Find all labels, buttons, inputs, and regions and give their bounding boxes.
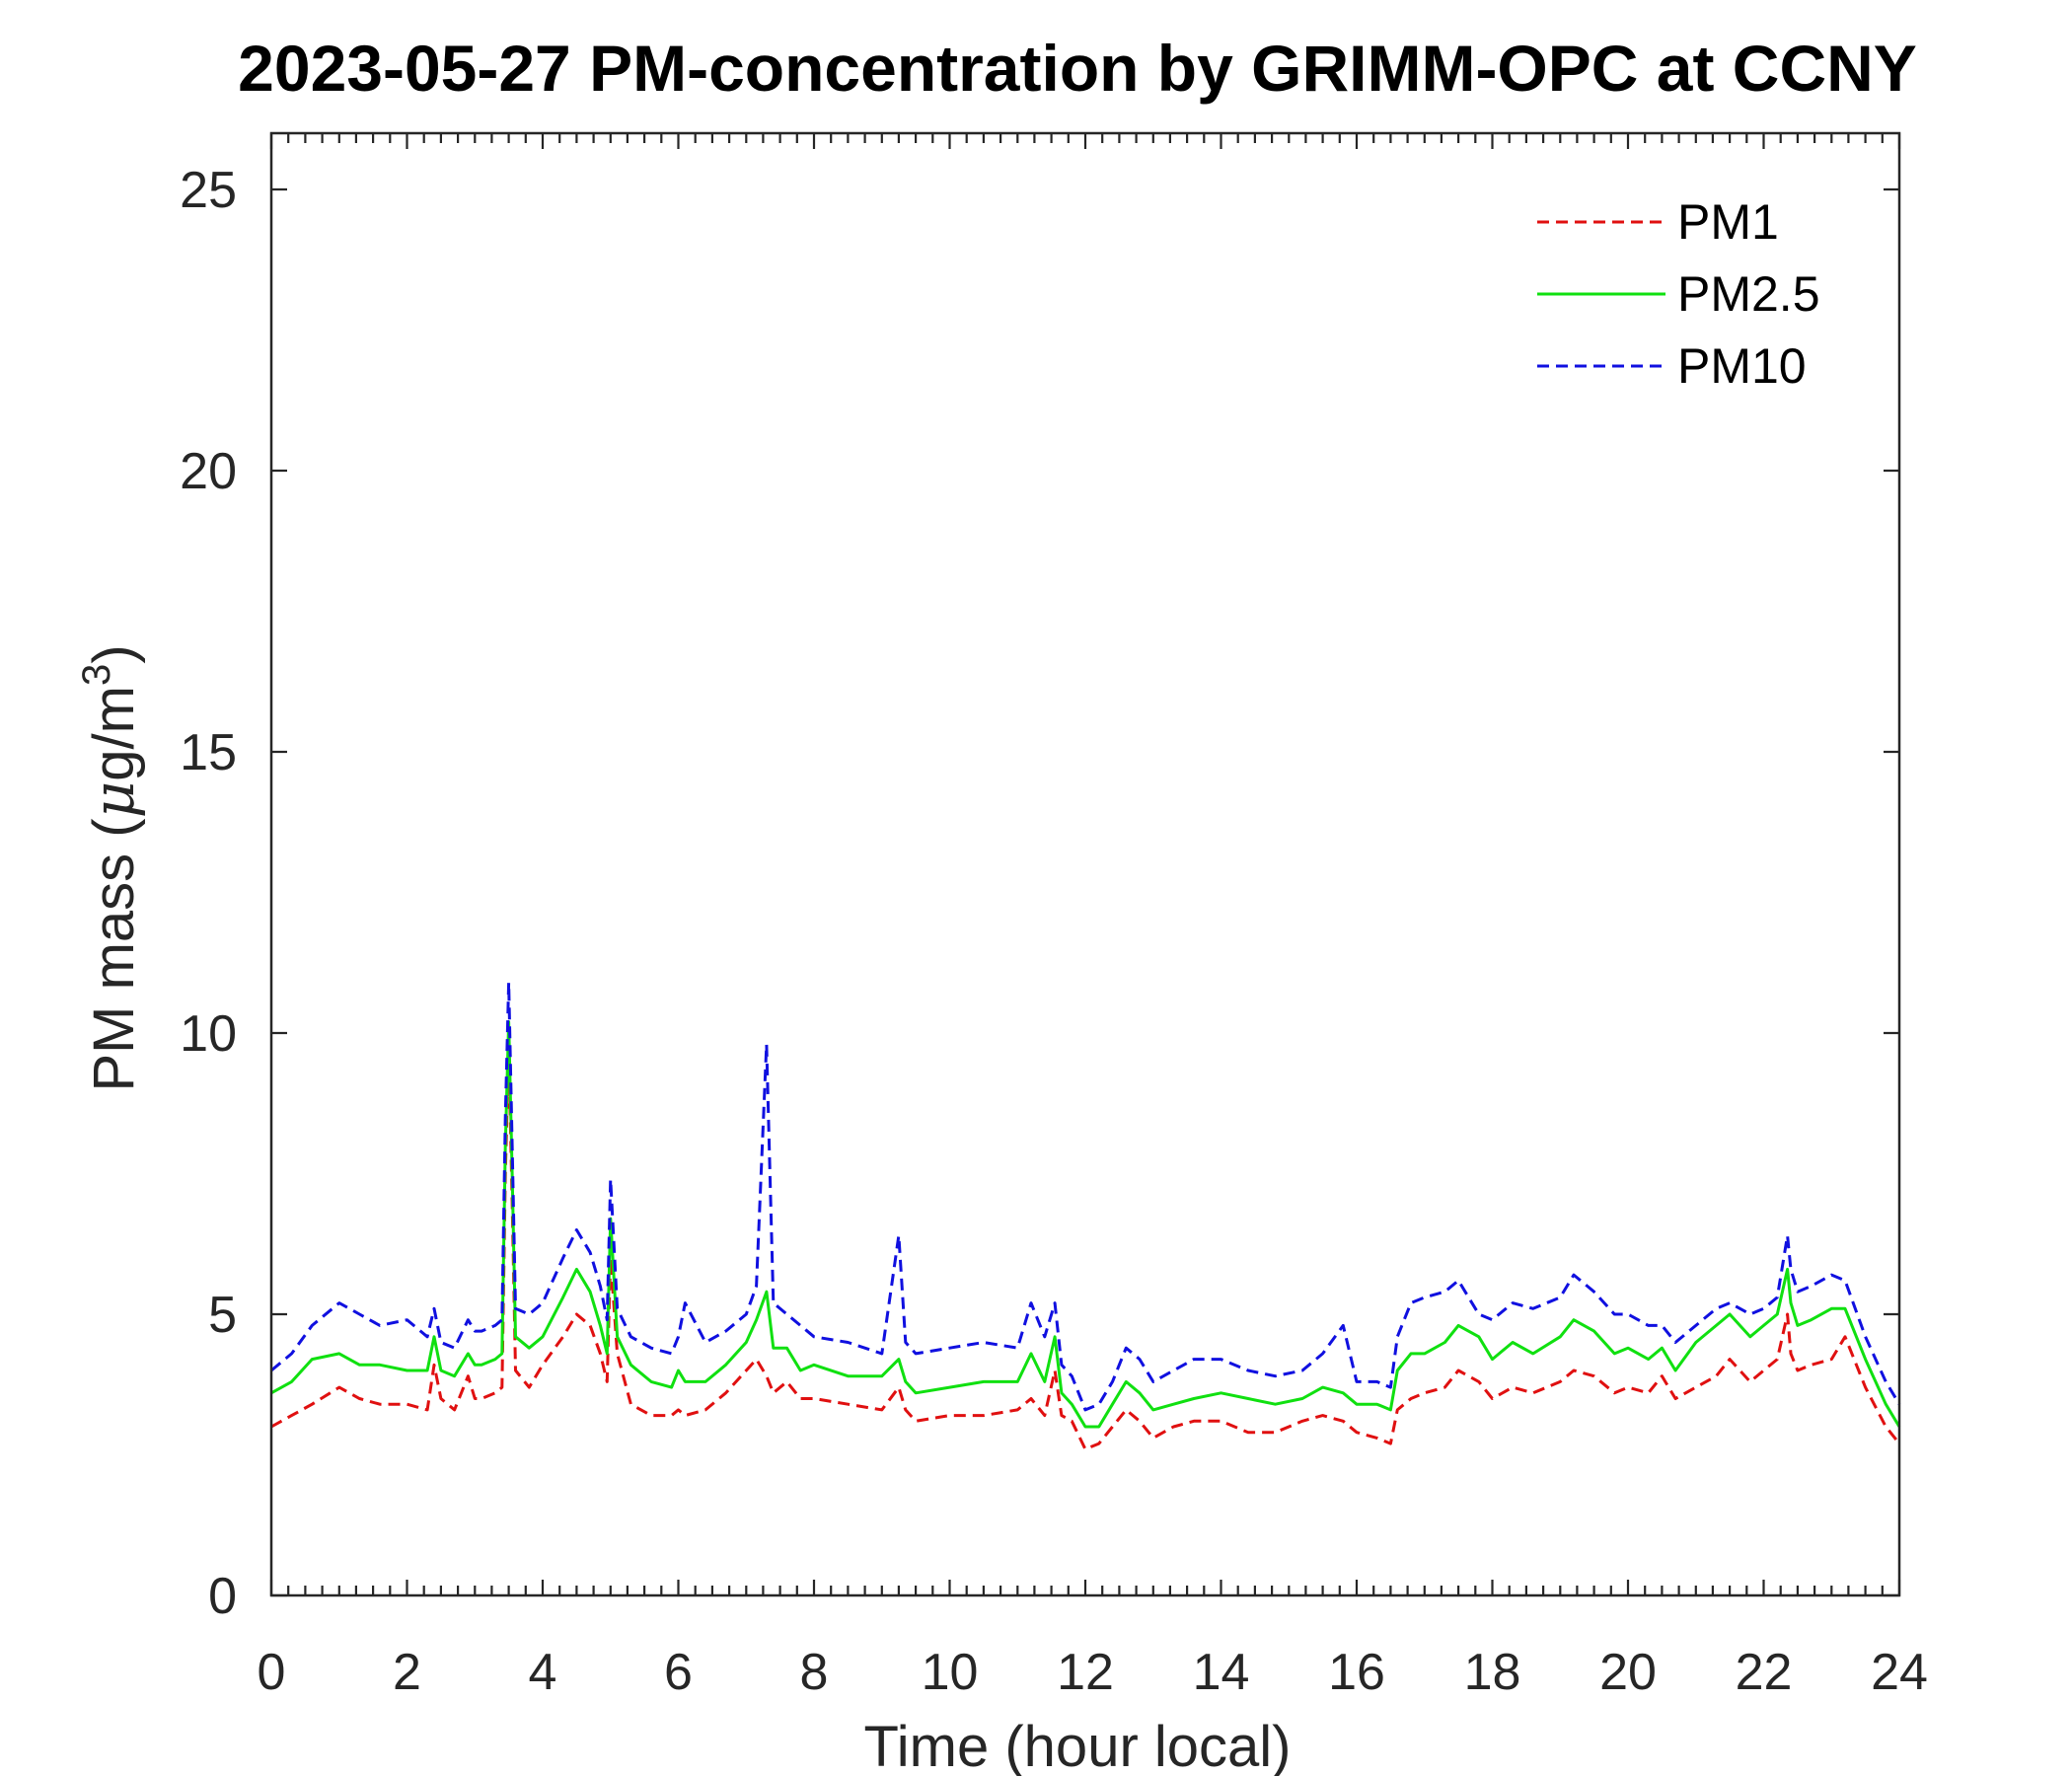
y-axis-label-post: g/m <box>82 686 146 781</box>
axis-ticks <box>269 133 1901 1597</box>
series-line-pm10 <box>270 981 1901 1412</box>
x-tick-label: 10 <box>922 1644 979 1701</box>
legend-label: PM1 <box>1677 194 1779 250</box>
x-tick-label: 16 <box>1328 1644 1385 1701</box>
plot-frame <box>269 131 1901 1597</box>
legend-label: PM2.5 <box>1677 266 1820 322</box>
x-tick-label: 18 <box>1464 1644 1521 1701</box>
x-tick-label: 0 <box>258 1644 286 1701</box>
x-tick-label: 6 <box>664 1644 693 1701</box>
y-tick-label: 5 <box>208 1287 237 1344</box>
y-tick-label: 0 <box>208 1568 237 1625</box>
y-tick-label: 15 <box>180 724 237 781</box>
y-tick-label: 10 <box>180 1005 237 1063</box>
y-tick-label: 25 <box>180 162 237 219</box>
y-axis-label-close: ) <box>82 644 146 663</box>
y-tick-labels: 0 5 10 15 20 25 <box>180 162 237 1625</box>
legend-label: PM10 <box>1677 338 1807 394</box>
y-axis-label-greek: μ <box>80 781 147 819</box>
chart-title: 2023-05-27 PM-concentration by GRIMM-OPC… <box>238 32 1917 105</box>
x-tick-label: 12 <box>1057 1644 1114 1701</box>
x-tick-label: 22 <box>1736 1644 1793 1701</box>
y-axis-label-sup: 3 <box>75 664 118 686</box>
series-line-pm1 <box>270 1048 1901 1451</box>
y-tick-label: 20 <box>180 443 237 500</box>
x-tick-label: 8 <box>800 1644 829 1701</box>
x-tick-labels: 0 2 4 6 8 10 12 14 16 18 20 22 24 <box>258 1644 1928 1701</box>
x-tick-label: 14 <box>1193 1644 1250 1701</box>
x-tick-label: 24 <box>1871 1644 1928 1701</box>
x-axis-label: Time (hour local) <box>864 1715 1292 1776</box>
axes <box>269 131 1901 1597</box>
y-axis-label-pre: PM mass ( <box>82 818 146 1091</box>
plot-series <box>270 981 1901 1451</box>
legend: PM1 PM2.5 PM10 <box>1537 194 1820 394</box>
x-tick-label: 2 <box>393 1644 421 1701</box>
x-tick-label: 4 <box>529 1644 557 1701</box>
y-axis-label: PM mass (μg/m3) <box>75 644 147 1091</box>
x-tick-label: 20 <box>1599 1644 1657 1701</box>
